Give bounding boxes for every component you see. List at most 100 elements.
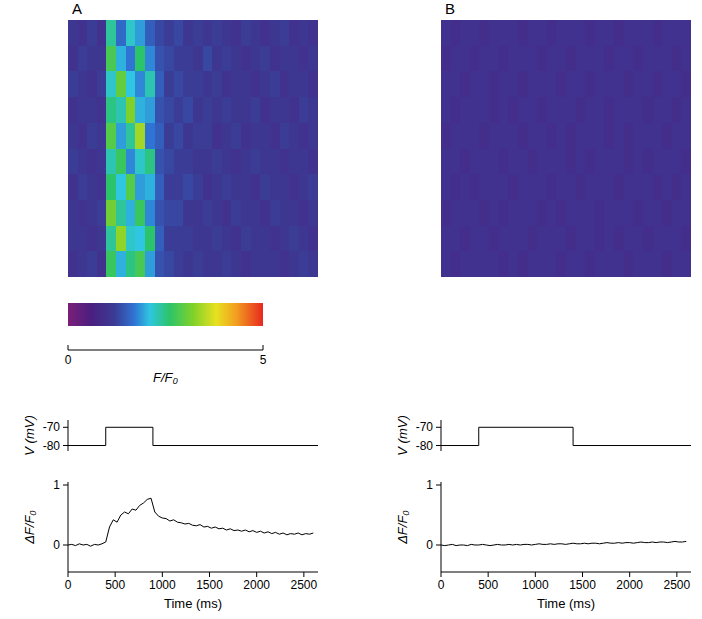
heatmap-cell bbox=[155, 46, 165, 72]
heatmap-cell bbox=[566, 174, 576, 200]
heatmap-cell bbox=[231, 97, 241, 123]
heatmap-cell bbox=[193, 46, 203, 72]
heatmap-cell bbox=[528, 46, 538, 72]
heatmap-cell bbox=[164, 251, 174, 277]
y-tick bbox=[63, 545, 68, 546]
heatmap-cell bbox=[193, 71, 203, 97]
heatmap-cell bbox=[595, 123, 605, 149]
heatmap-cell bbox=[508, 97, 518, 123]
heatmap-cell bbox=[308, 174, 318, 200]
heatmap-cell bbox=[518, 174, 528, 200]
heatmap-cell bbox=[231, 46, 241, 72]
heatmap-cell bbox=[260, 20, 270, 46]
heatmap-cell bbox=[164, 174, 174, 200]
heatmap-cell bbox=[280, 46, 290, 72]
heatmap-cell bbox=[566, 200, 576, 226]
heatmap-cell bbox=[537, 226, 547, 252]
heatmap-cell bbox=[508, 200, 518, 226]
heatmap-cell bbox=[164, 20, 174, 46]
heatmap-cell bbox=[299, 97, 309, 123]
heatmap-cell bbox=[643, 20, 653, 46]
heatmap-cell bbox=[470, 123, 480, 149]
heatmap-cell bbox=[241, 226, 251, 252]
heatmap-cell bbox=[251, 149, 261, 175]
heatmap-cell bbox=[662, 46, 672, 72]
heatmap-cell bbox=[299, 71, 309, 97]
heatmap-cell bbox=[595, 97, 605, 123]
heatmap-cell bbox=[499, 46, 509, 72]
heatmap-cell bbox=[653, 46, 663, 72]
heatmap-cell bbox=[193, 251, 203, 277]
heatmap-cell bbox=[270, 97, 280, 123]
heatmap-cell bbox=[604, 123, 614, 149]
heatmap-cell bbox=[633, 123, 643, 149]
heatmap-cell bbox=[451, 149, 461, 175]
heatmap-cell bbox=[135, 174, 145, 200]
heatmap-image bbox=[68, 20, 318, 277]
heatmap-cell bbox=[193, 123, 203, 149]
heatmap-cell bbox=[681, 20, 691, 46]
heatmap-cell bbox=[653, 251, 663, 277]
heatmap-cell bbox=[585, 251, 595, 277]
heatmap-cell bbox=[97, 200, 107, 226]
heatmap-cell bbox=[155, 123, 165, 149]
heatmap-cell bbox=[145, 200, 155, 226]
heatmap-cell bbox=[231, 226, 241, 252]
heatmap-cell bbox=[87, 200, 97, 226]
heatmap-cell bbox=[508, 123, 518, 149]
x-tick-label: 500 bbox=[105, 578, 125, 592]
heatmap-cell bbox=[68, 226, 78, 252]
heatmap-cell bbox=[106, 20, 116, 46]
heatmap-cell bbox=[451, 226, 461, 252]
heatmap-cell bbox=[585, 226, 595, 252]
heatmap-cell bbox=[183, 174, 193, 200]
colorbar-tick bbox=[263, 345, 264, 350]
heatmap-cell bbox=[164, 46, 174, 72]
heatmap-cell bbox=[231, 123, 241, 149]
heatmap-cell bbox=[489, 251, 499, 277]
plot-area bbox=[441, 541, 686, 545]
heatmap-cell bbox=[308, 46, 318, 72]
heatmap-cell bbox=[653, 97, 663, 123]
heatmap-cell bbox=[441, 97, 451, 123]
heatmap-cell bbox=[87, 71, 97, 97]
heatmap-cell bbox=[145, 251, 155, 277]
heatmap-cell bbox=[528, 149, 538, 175]
heatmap-cell bbox=[212, 123, 222, 149]
heatmap-cell bbox=[135, 20, 145, 46]
heatmap-cell bbox=[576, 200, 586, 226]
heatmap-cell bbox=[106, 46, 116, 72]
heatmap-cell bbox=[78, 20, 88, 46]
heatmap-cell bbox=[499, 97, 509, 123]
heatmap-cell bbox=[87, 174, 97, 200]
plot-area bbox=[68, 498, 313, 546]
heatmap-cell bbox=[308, 149, 318, 175]
heatmap-cell bbox=[155, 149, 165, 175]
heatmap-cell bbox=[174, 174, 184, 200]
heatmap-cell bbox=[633, 200, 643, 226]
heatmap-cell bbox=[547, 123, 557, 149]
heatmap-cell bbox=[126, 20, 136, 46]
heatmap-cell bbox=[499, 174, 509, 200]
heatmap-cell bbox=[135, 71, 145, 97]
heatmap-cell bbox=[528, 174, 538, 200]
heatmap-cell bbox=[653, 71, 663, 97]
heatmap-cell bbox=[299, 226, 309, 252]
heatmap-cell bbox=[68, 149, 78, 175]
heatmap-cell bbox=[193, 20, 203, 46]
heatmap-cell bbox=[222, 174, 232, 200]
heatmap-cell bbox=[566, 20, 576, 46]
heatmap-cell bbox=[145, 71, 155, 97]
heatmap-cell bbox=[183, 200, 193, 226]
heatmap-cell bbox=[518, 149, 528, 175]
heatmap-cell bbox=[193, 97, 203, 123]
heatmap-cell bbox=[556, 46, 566, 72]
heatmap-cell bbox=[270, 149, 280, 175]
heatmap-cell bbox=[672, 71, 682, 97]
heatmap-cell bbox=[241, 251, 251, 277]
heatmap-cell bbox=[528, 200, 538, 226]
heatmap-cell bbox=[528, 226, 538, 252]
heatmap-cell bbox=[662, 71, 672, 97]
heatmap-cell bbox=[78, 149, 88, 175]
heatmap-cell bbox=[68, 20, 78, 46]
